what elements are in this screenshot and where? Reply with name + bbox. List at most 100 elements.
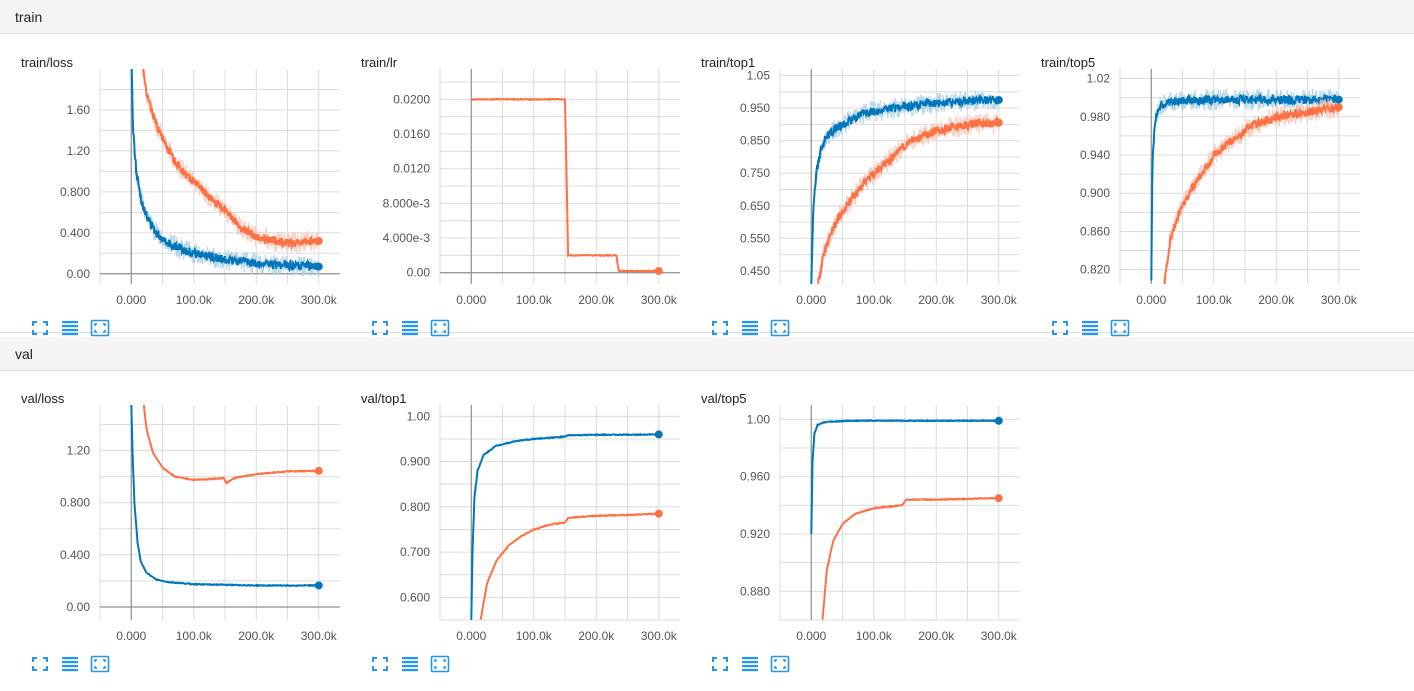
- series-line: [1150, 91, 1340, 281]
- series-line: [470, 432, 660, 620]
- y-tick-label: 1.20: [67, 144, 91, 158]
- fit-domain-icon[interactable]: [770, 655, 790, 673]
- y-tick-label: 1.60: [67, 103, 91, 117]
- x-tick-label: 0.000: [116, 293, 146, 307]
- fit-domain-icon[interactable]: [430, 319, 450, 337]
- fit-domain-icon[interactable]: [770, 319, 790, 337]
- y-tick-label: 0.0120: [393, 162, 430, 176]
- section-title: train: [15, 9, 43, 25]
- y-tick-label: 1.00: [407, 409, 431, 423]
- y-tick-label: 0.950: [740, 101, 770, 115]
- expand-icon[interactable]: [370, 655, 390, 673]
- section-header-val[interactable]: val: [0, 337, 1414, 371]
- chart-title: val/loss: [21, 391, 65, 406]
- y-tick-label: 0.820: [1080, 263, 1110, 277]
- expand-icon[interactable]: [710, 319, 730, 337]
- list-icon[interactable]: [60, 319, 80, 337]
- y-tick-label: 0.920: [740, 527, 770, 541]
- y-tick-label: 0.650: [740, 199, 770, 213]
- list-icon[interactable]: [740, 319, 760, 337]
- fit-domain-icon[interactable]: [90, 655, 110, 673]
- fit-domain-icon[interactable]: [1110, 319, 1130, 337]
- y-tick-label: 0.400: [60, 548, 90, 562]
- list-icon[interactable]: [740, 655, 760, 673]
- chart-title: train/top5: [1041, 55, 1096, 70]
- y-tick-label: 0.00: [407, 266, 431, 280]
- section-header-train[interactable]: train: [0, 0, 1414, 34]
- section-body-train: train/loss 0.00 0.400 0.800 1.20 1.60 0.000 100…: [0, 34, 1414, 337]
- chart-card-train-loss: train/loss 0.00 0.400 0.800 1.20 1.60 0.000 100…: [0, 55, 340, 355]
- y-tick-label: 0.750: [740, 166, 770, 180]
- chart-title: val/top1: [361, 391, 407, 406]
- chart-plot[interactable]: 0.00 0.400 0.800 1.20 1.60 0.000 100.0k 200.0k 3…: [0, 69, 340, 309]
- y-tick-label: 0.860: [1080, 224, 1110, 238]
- x-tick-label: 300.0k: [641, 629, 678, 643]
- y-tick-label: 0.600: [400, 590, 430, 604]
- series-end-point: [1334, 103, 1343, 112]
- series-end-point: [1334, 95, 1343, 104]
- x-tick-label: 0.000: [456, 293, 486, 307]
- y-tick-label: 0.900: [1080, 186, 1110, 200]
- series-line: [479, 512, 660, 620]
- y-tick-label: 1.20: [67, 444, 91, 458]
- expand-icon[interactable]: [30, 319, 50, 337]
- series-line: [821, 496, 1000, 620]
- series-line: [817, 115, 1000, 284]
- x-tick-label: 200.0k: [1258, 293, 1295, 307]
- x-tick-label: 300.0k: [981, 629, 1018, 643]
- y-tick-label: 1.00: [747, 412, 771, 426]
- list-icon[interactable]: [400, 655, 420, 673]
- fit-domain-icon[interactable]: [430, 655, 450, 673]
- chart-plot[interactable]: 0.880 0.920 0.960 1.00 0.000 100.0k 200.0k 300.…: [680, 405, 1020, 645]
- y-tick-label: 1.05: [747, 69, 771, 83]
- y-tick-label: 0.700: [400, 545, 430, 559]
- series-line: [810, 418, 1000, 534]
- chart-title: train/loss: [21, 55, 74, 70]
- x-tick-label: 100.0k: [176, 629, 213, 643]
- expand-icon[interactable]: [30, 655, 50, 673]
- chart-plot[interactable]: 0.00 0.400 0.800 1.20 0.000 100.0k 200.0k 300.0…: [0, 405, 340, 645]
- y-tick-label: 0.980: [1080, 110, 1110, 124]
- y-tick-label: 0.850: [740, 134, 770, 148]
- series-end-point: [994, 494, 1003, 503]
- chart-plot[interactable]: 0.600 0.700 0.800 0.900 1.00 0.000 100.0k 200.0…: [340, 405, 680, 645]
- x-tick-label: 300.0k: [301, 293, 338, 307]
- series-line: [470, 97, 659, 273]
- chart-plot[interactable]: 0.00 4.000e-3 8.000e-3 0.0120 0.0160 0.0200 0.…: [340, 69, 680, 309]
- chart-plot[interactable]: 0.450 0.550 0.650 0.750 0.850 0.950 1.05 0.000 1…: [680, 69, 1020, 309]
- list-icon[interactable]: [60, 655, 80, 673]
- y-tick-label: 4.000e-3: [383, 231, 431, 245]
- chart-card-val-top1: val/top1 0.600 0.700 0.800 0.900 1.00 0.000 100…: [340, 391, 680, 691]
- series-line: [130, 405, 319, 588]
- fit-domain-icon[interactable]: [90, 319, 110, 337]
- y-tick-label: 0.800: [60, 185, 90, 199]
- y-tick-label: 0.00: [67, 600, 91, 614]
- x-tick-label: 200.0k: [578, 293, 615, 307]
- x-tick-label: 200.0k: [238, 629, 275, 643]
- series-end-point: [654, 266, 663, 275]
- chart-card-train-top5: train/top5 0.820 0.860 0.900 0.940 0.980 1.02 0…: [1020, 55, 1360, 355]
- y-tick-label: 0.00: [67, 267, 91, 281]
- expand-icon[interactable]: [710, 655, 730, 673]
- x-tick-label: 0.000: [1136, 293, 1166, 307]
- x-tick-label: 200.0k: [238, 293, 275, 307]
- y-tick-label: 1.02: [1087, 72, 1111, 86]
- chart-title: val/top5: [701, 391, 747, 406]
- series-end-point: [994, 95, 1003, 104]
- chart-card-train-lr: train/lr 0.00 4.000e-3 8.000e-3 0.0120 0.0160…: [340, 55, 680, 355]
- series-line: [810, 93, 1000, 284]
- list-icon[interactable]: [1080, 319, 1100, 337]
- chart-plot[interactable]: 0.820 0.860 0.900 0.940 0.980 1.02 0.000 100.0k…: [1020, 69, 1360, 309]
- series-raw-line: [816, 112, 1000, 284]
- expand-icon[interactable]: [1050, 319, 1070, 337]
- x-tick-label: 200.0k: [578, 629, 615, 643]
- series-end-point: [314, 237, 323, 245]
- series-end-point: [314, 466, 323, 475]
- y-tick-label: 0.800: [60, 496, 90, 510]
- list-icon[interactable]: [400, 319, 420, 337]
- series-end-point: [654, 430, 663, 439]
- y-tick-label: 0.880: [740, 584, 770, 598]
- section-title: val: [15, 346, 33, 362]
- expand-icon[interactable]: [370, 319, 390, 337]
- chart-card-val-loss: val/loss 0.00 0.400 0.800 1.20 0.000 100.0k 200…: [0, 391, 340, 691]
